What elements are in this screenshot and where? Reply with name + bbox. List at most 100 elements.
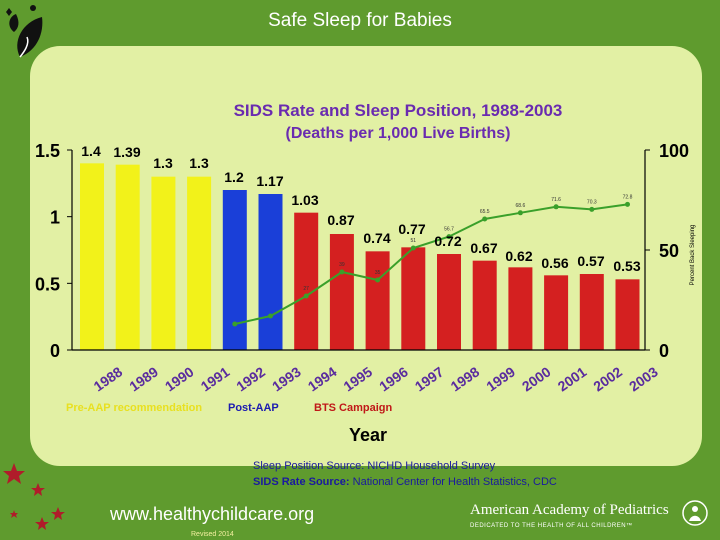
bar [508,267,533,350]
bar [544,275,569,350]
x-tick-label: 1991 [198,363,233,394]
bar-value-label: 1.3 [189,155,209,171]
line-point-label: 65.5 [480,209,490,215]
x-tick-label: 1999 [483,363,518,394]
source-note-position: Sleep Position Source: NICHD Household S… [253,460,496,472]
line-point-label: 56.7 [444,227,454,233]
x-tick-label: 1989 [126,363,161,394]
bar-value-label: 1.39 [113,144,140,160]
y-tick-label: 1 [50,208,60,228]
source-note-rate: SIDS Rate Source: National Center for He… [253,476,557,488]
bar-value-label: 0.57 [577,253,604,269]
bar-value-label: 0.72 [434,233,461,249]
bar [329,234,354,350]
aap-branding: American Academy of Pediatrics DEDICATED… [470,502,690,529]
bar-value-label: 0.56 [541,255,568,271]
line-point-label: 35 [375,270,381,276]
bar [115,164,140,350]
line-point [553,204,559,210]
bar [187,176,212,350]
y-tick-label-right: 50 [659,241,679,261]
revised-date: Revised 2014 [191,531,234,538]
y-tick-label-right: 100 [659,141,689,161]
x-tick-label: 2000 [519,363,554,394]
line-point-label: 27 [303,286,309,292]
legend-item: Pre-AAP recommendation [66,402,202,414]
line-point [375,277,381,283]
bar-value-label: 1.4 [81,143,101,159]
bar-value-label: 0.74 [363,230,390,246]
x-tick-label: 1997 [412,363,447,394]
line-point-label: 70.3 [587,199,597,205]
x-tick-label: 1994 [305,363,340,394]
bar [437,254,461,350]
org-tagline: DEDICATED TO THE HEALTH OF ALL CHILDREN™ [470,523,633,529]
y-tick-label-right: 0 [659,341,669,361]
legend-item: Post-AAP [228,402,279,414]
line-point-label: 68.6 [516,203,526,209]
line-point-label: 71.6 [551,197,561,203]
x-tick-label: 1990 [162,363,197,394]
website-link[interactable]: www.healthychildcare.org [110,504,315,524]
bar-value-label: 0.53 [613,258,640,274]
bars-layer [80,163,640,350]
line-point [232,321,238,327]
bar [80,163,104,350]
line-point [410,245,416,251]
bar [151,176,176,350]
line-point-label: 72.8 [623,194,633,200]
bar-value-label: 1.3 [153,155,173,171]
x-tick-label: 1996 [376,363,411,394]
bar-value-label: 0.87 [327,212,354,228]
line-point-label: 51 [411,238,417,244]
y-tick-label: 0 [50,341,60,361]
x-axis-label: Year [349,425,387,445]
bar [365,251,390,350]
x-tick-label: 1993 [269,363,304,394]
x-tick-label: 1995 [340,363,375,394]
chart-title: SIDS Rate and Sleep Position, 1988-2003 [234,101,563,120]
bar-value-label: 0.77 [398,221,425,237]
line-point [268,313,273,319]
x-tick-label: 1992 [233,363,268,394]
line-point-label: 39 [339,262,345,268]
bar [579,274,604,350]
line-point [517,210,523,216]
line-point [339,269,345,275]
y-axis-label-right: Percent Back Sleeping [690,225,696,286]
bar-value-label: 1.17 [256,173,283,189]
line-point [589,206,595,212]
bar-value-label: 0.62 [505,248,532,264]
x-tick-label: 1998 [448,363,483,394]
x-tick-label: 2002 [590,363,625,394]
bar-value-label: 1.03 [291,192,318,208]
x-tick-label: 2001 [555,363,590,394]
bar-value-label: 0.67 [470,240,497,256]
bar [472,260,497,350]
org-name: American Academy of Pediatrics [470,502,669,518]
source-note-rate-value: National Center for Health Statistics, C… [350,476,557,488]
y-tick-label: 0.5 [35,274,60,294]
stars-decoration-icon [3,463,65,530]
source-note-rate-label: SIDS Rate Source: [253,476,350,488]
line-layer: 27 39 35 51 56.7 65.5 68.6 71.6 70.3 72.8 [232,194,633,327]
bar [615,279,640,350]
chart-subtitle: (Deaths per 1,000 Live Births) [286,125,511,142]
slide-title: Safe Sleep for Babies [268,10,452,31]
bar [401,247,426,350]
bar [258,194,283,350]
line-point [625,201,630,207]
back-sleeping-line [234,203,628,325]
leaf-logo-icon [6,5,43,58]
bar-value-label: 1.2 [224,169,244,185]
y-tick-label: 1.5 [35,141,60,161]
line-point [446,234,452,240]
x-tick-label: 1988 [91,363,126,394]
aap-seal-icon [682,500,708,526]
x-tick-label: 2003 [626,363,661,394]
bar [294,212,319,350]
line-point [303,293,309,299]
line-point [482,216,488,222]
legend-item: BTS Campaign [314,402,393,414]
